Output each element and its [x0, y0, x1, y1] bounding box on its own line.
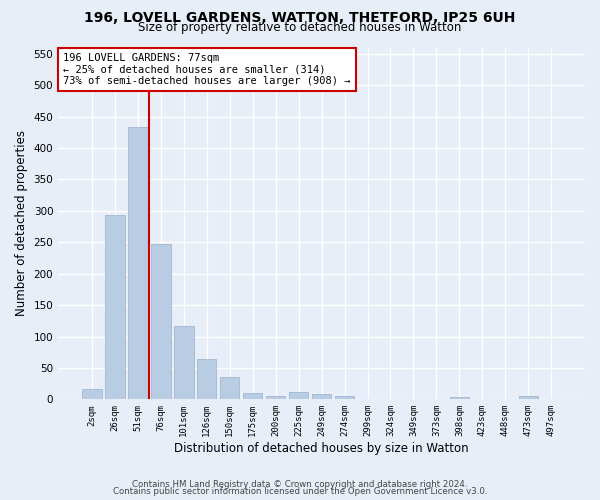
Text: Contains public sector information licensed under the Open Government Licence v3: Contains public sector information licen… — [113, 487, 487, 496]
Text: 196 LOVELL GARDENS: 77sqm
← 25% of detached houses are smaller (314)
73% of semi: 196 LOVELL GARDENS: 77sqm ← 25% of detac… — [64, 53, 351, 86]
Bar — [358, 398, 377, 400]
Bar — [174, 326, 194, 400]
Bar — [449, 397, 469, 400]
Bar — [105, 215, 125, 400]
Y-axis label: Number of detached properties: Number of detached properties — [15, 130, 28, 316]
X-axis label: Distribution of detached houses by size in Watton: Distribution of detached houses by size … — [174, 442, 469, 455]
Bar — [312, 394, 331, 400]
Bar — [289, 392, 308, 400]
Bar — [197, 359, 217, 400]
Text: 196, LOVELL GARDENS, WATTON, THETFORD, IP25 6UH: 196, LOVELL GARDENS, WATTON, THETFORD, I… — [85, 11, 515, 25]
Text: Size of property relative to detached houses in Watton: Size of property relative to detached ho… — [139, 22, 461, 35]
Bar — [220, 376, 239, 400]
Bar — [518, 396, 538, 400]
Bar — [243, 393, 262, 400]
Bar — [335, 396, 355, 400]
Text: Contains HM Land Registry data © Crown copyright and database right 2024.: Contains HM Land Registry data © Crown c… — [132, 480, 468, 489]
Bar — [151, 244, 170, 400]
Bar — [82, 388, 101, 400]
Bar — [128, 128, 148, 400]
Bar — [266, 396, 286, 400]
